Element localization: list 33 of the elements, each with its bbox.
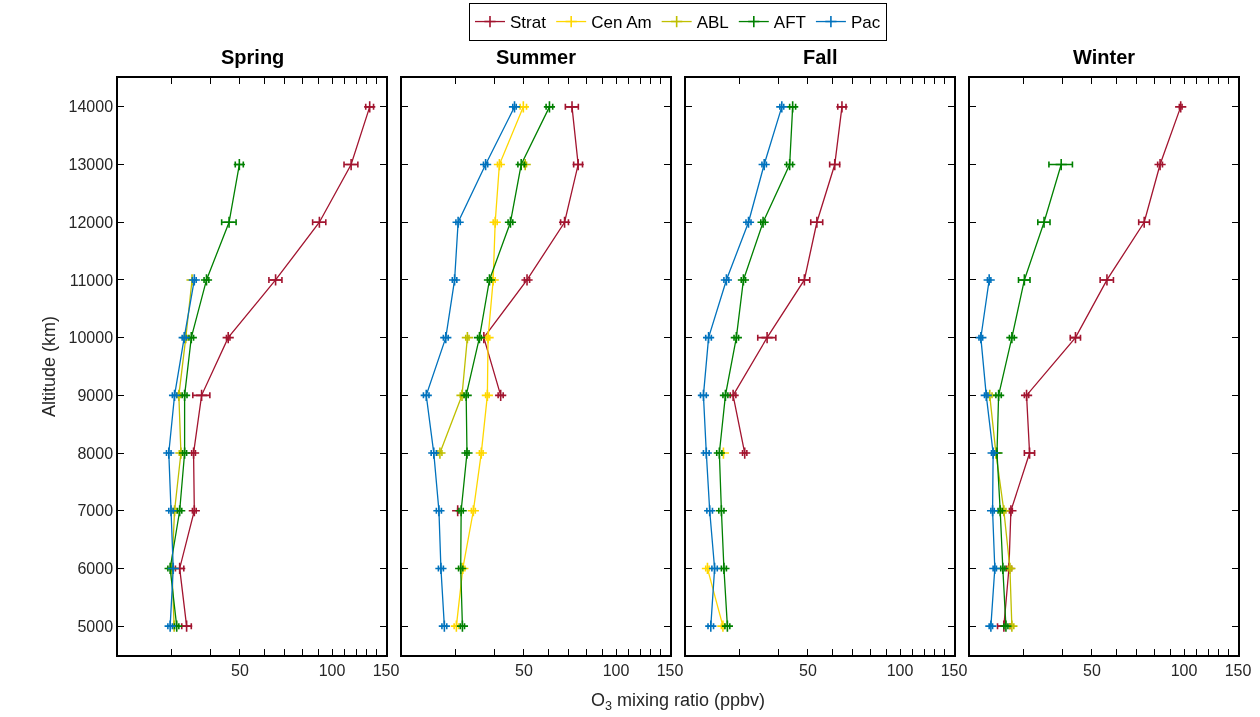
x-tick-label: 150	[940, 661, 968, 679]
y-tick-label: 9000	[77, 386, 114, 404]
x-tick-label: 100	[318, 661, 346, 679]
legend-label: Pac	[850, 13, 881, 33]
legend-label: Cen Am	[591, 13, 652, 33]
chart-title: Summer	[496, 46, 577, 68]
y-tick-label: 14000	[68, 98, 114, 116]
x-axis-title: O$_{3}$ mixing ratio (ppbv)	[591, 690, 766, 713]
y-axis-title: Altitude (km)	[39, 315, 60, 418]
y-tick-label: 13000	[68, 156, 114, 174]
x-tick-label: 50	[230, 661, 249, 679]
y-tick-label: 5000	[77, 617, 114, 635]
y-tick-label: 10000	[68, 329, 114, 347]
x-tick-label: 100	[602, 661, 630, 679]
x-tick-label: 50	[798, 661, 817, 679]
x-tick-label: 50	[1082, 661, 1101, 679]
x-tick-label: 100	[886, 661, 914, 679]
x-tick-label: 150	[656, 661, 684, 679]
x-tick-label: 100	[1170, 661, 1198, 679]
chart-title: Fall	[803, 46, 838, 68]
y-tick-label: 8000	[77, 444, 114, 462]
y-tick-label: 11000	[69, 271, 114, 289]
legend-label: AFT	[773, 13, 806, 33]
x-tick-label: 50	[514, 661, 533, 679]
y-tick-label: 12000	[68, 213, 114, 231]
legend-label: ABL	[696, 13, 729, 33]
legend-label: Strat	[510, 13, 547, 33]
y-tick-label: 7000	[77, 502, 114, 520]
x-tick-label: 150	[372, 661, 400, 679]
y-tick-label: 6000	[77, 560, 114, 578]
chart-title: Winter	[1073, 46, 1136, 68]
x-tick-label: 150	[1224, 661, 1252, 679]
chart-title: Spring	[221, 46, 285, 68]
